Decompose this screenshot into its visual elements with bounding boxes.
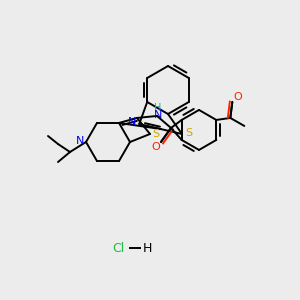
Text: S: S xyxy=(152,129,160,139)
Text: N: N xyxy=(76,136,84,146)
Text: O: O xyxy=(152,142,160,152)
Text: Cl: Cl xyxy=(112,242,124,254)
Text: N: N xyxy=(154,110,162,120)
Text: N: N xyxy=(128,117,136,127)
Text: H: H xyxy=(142,242,152,254)
Text: S: S xyxy=(185,128,193,138)
Text: H: H xyxy=(154,103,162,113)
Text: O: O xyxy=(233,92,242,102)
